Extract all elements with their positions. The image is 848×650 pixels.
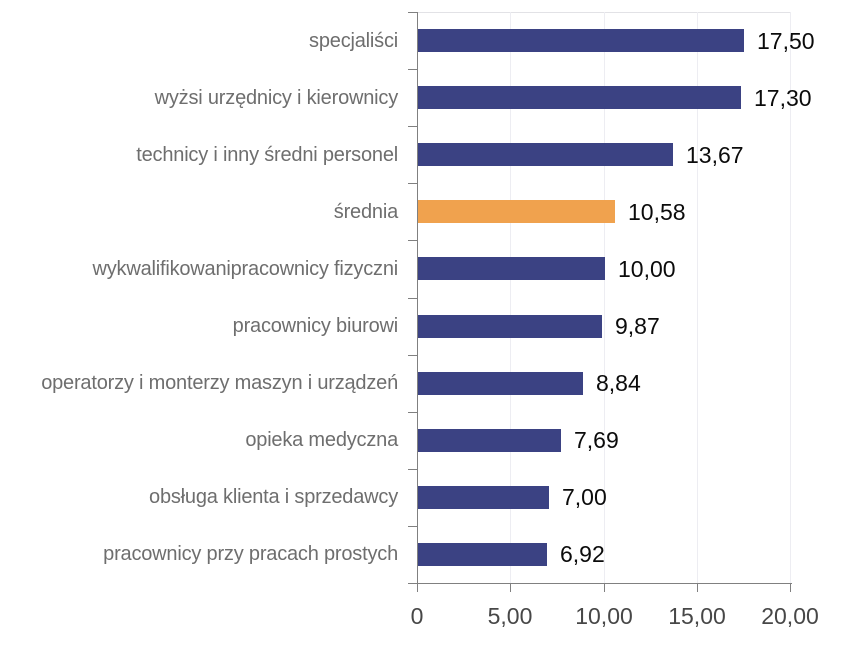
x-axis-tick-label: 20,00 — [761, 603, 819, 629]
bar-category-label: pracownicy przy pracach prostych — [103, 543, 398, 565]
x-axis-tick-label: 0 — [410, 603, 424, 629]
bar-value-label: 10,00 — [618, 256, 676, 282]
gridline — [697, 12, 698, 583]
y-axis-tick — [408, 126, 417, 127]
bar-category-label: wykwalifikowanipracownicy fizyczni — [92, 258, 398, 280]
x-axis-tick — [510, 583, 511, 592]
bar-category-label: wyżsi urzędnicy i kierownicy — [154, 87, 399, 109]
y-axis-tick — [408, 69, 417, 70]
gridline — [790, 12, 791, 583]
bar-value-label: 7,00 — [562, 484, 607, 510]
bar — [418, 429, 561, 452]
x-axis-tick — [697, 583, 698, 592]
x-axis-tick-label: 15,00 — [668, 603, 726, 629]
bar-value-label: 17,30 — [754, 85, 812, 111]
y-axis-tick — [408, 298, 417, 299]
bar-category-label: obsługa klienta i sprzedawcy — [149, 486, 398, 508]
bar-value-label: 7,69 — [574, 427, 619, 453]
bar-category-label: specjaliści — [309, 30, 398, 52]
x-axis-tick — [604, 583, 605, 592]
bar — [418, 86, 741, 109]
y-axis-tick — [408, 412, 417, 413]
y-axis-line — [417, 12, 418, 584]
bar-category-label: opieka medyczna — [245, 429, 398, 451]
bar-category-label: technicy i inny średni personel — [136, 144, 398, 166]
y-axis-tick — [408, 183, 417, 184]
x-axis-tick — [417, 583, 418, 592]
y-axis-tick — [408, 583, 417, 584]
bar — [418, 372, 583, 395]
x-axis-tick — [790, 583, 791, 592]
bar — [418, 315, 602, 338]
bar-category-label: średnia — [333, 201, 398, 223]
bar-value-label: 6,92 — [560, 541, 605, 567]
x-axis-tick-label: 10,00 — [575, 603, 633, 629]
bar-value-label: 17,50 — [757, 28, 815, 54]
bar — [418, 257, 605, 280]
gridline — [604, 12, 605, 583]
bar-highlight — [418, 200, 615, 223]
x-axis-tick-label: 5,00 — [487, 603, 533, 629]
y-axis-tick — [408, 240, 417, 241]
y-axis-tick — [408, 526, 417, 527]
y-axis-tick — [408, 469, 417, 470]
y-axis-tick — [408, 12, 417, 13]
bar — [418, 143, 673, 166]
bar-value-label: 13,67 — [686, 142, 744, 168]
bar-value-label: 8,84 — [596, 370, 641, 396]
bar — [418, 543, 547, 566]
bar-value-label: 9,87 — [615, 313, 660, 339]
bar — [418, 486, 549, 509]
y-axis-tick — [408, 355, 417, 356]
gridline — [510, 12, 511, 583]
bar-category-label: pracownicy biurowi — [232, 315, 399, 337]
bar-category-label: operatorzy i monterzy maszyn i urządzeń — [41, 372, 398, 394]
bar-value-label: 10,58 — [628, 199, 686, 225]
bar — [418, 29, 744, 52]
